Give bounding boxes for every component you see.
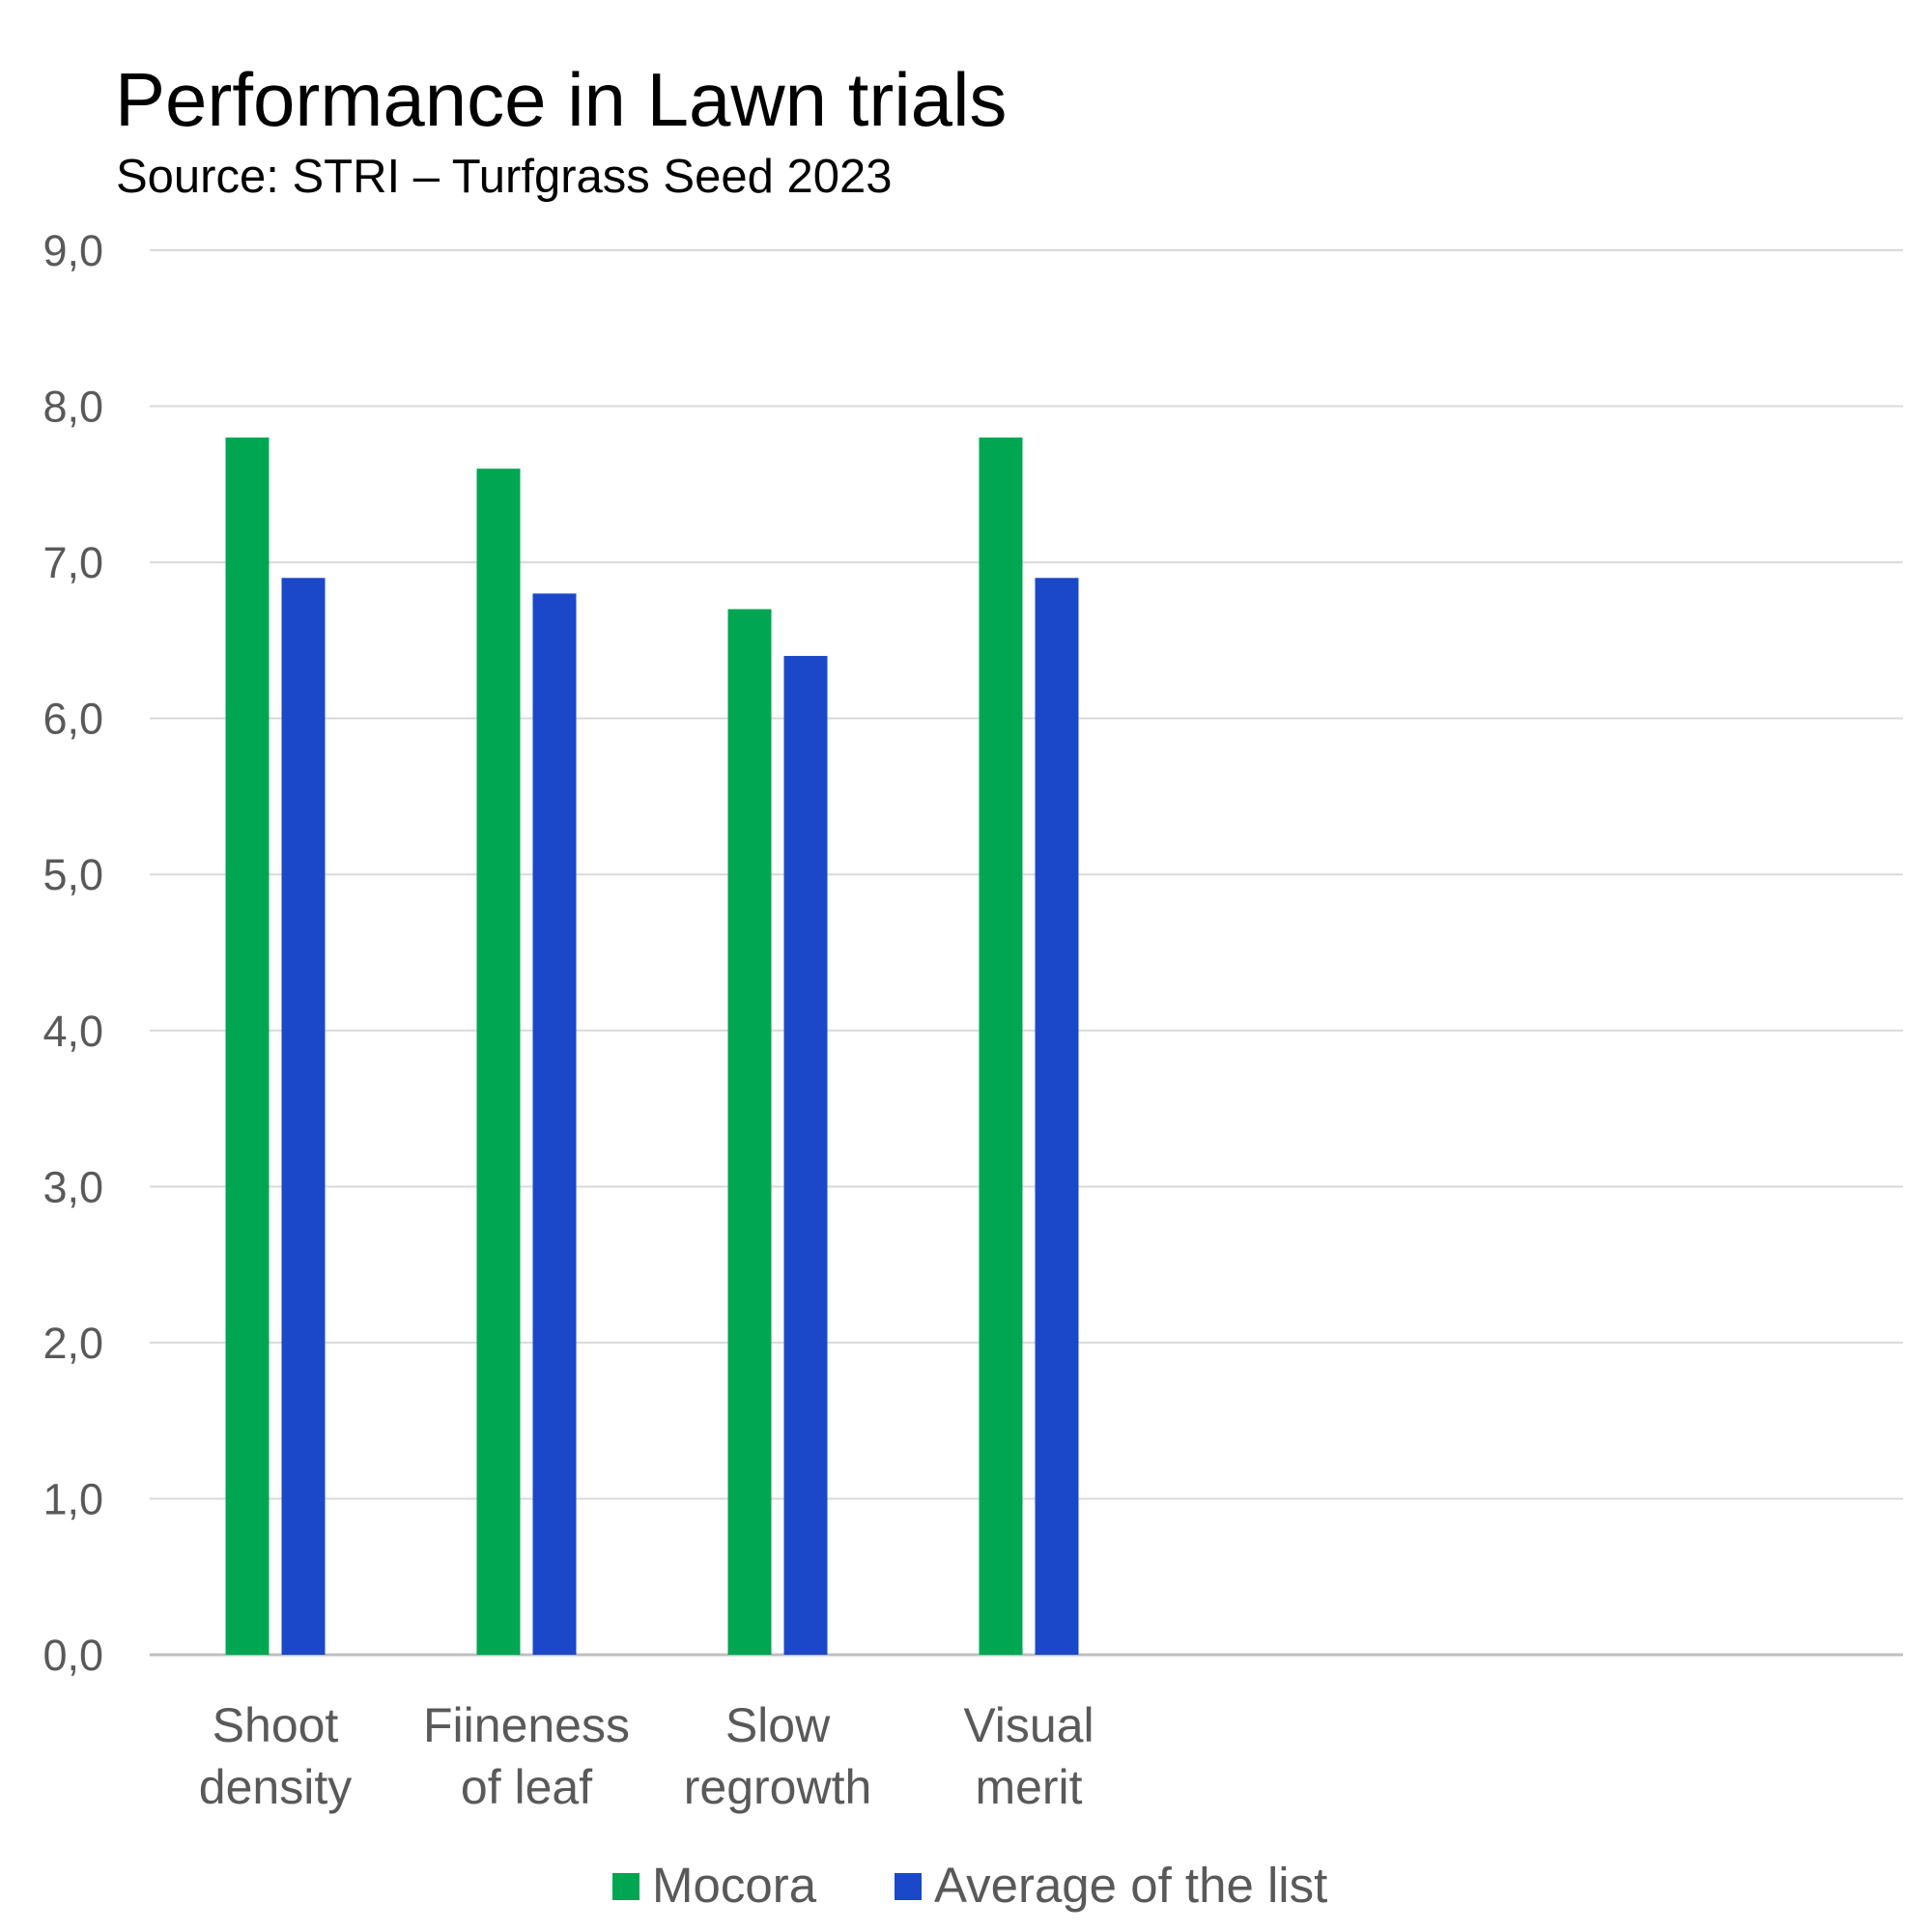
x-tick-label: Visual [963,1698,1094,1752]
y-tick-label: 8,0 [43,383,103,432]
chart-subtitle: Source: STRI – Turfgrass Seed 2023 [116,151,893,203]
bars [225,437,1079,1656]
legend-mocora-label: Mocora [652,1858,817,1913]
legend: Mocora Average of the list [612,1858,1327,1913]
x-tick-label: Fiineness [423,1698,630,1752]
y-axis: 0,0 1,0 2,0 3,0 4,0 5,0 6,0 7,0 8,0 9,0 [43,226,103,1680]
y-tick-label: 3,0 [43,1162,103,1211]
legend-average-label: Average of the list [934,1858,1327,1913]
legend-average-swatch [895,1873,922,1900]
bar-mocora-3 [979,437,1023,1655]
x-tick-label: merit [975,1760,1082,1814]
gridlines [150,249,1903,1657]
chart-title: Performance in Lawn trials [115,57,1008,142]
x-tick-label: Slow [725,1698,831,1752]
y-tick-label: 9,0 [43,226,103,275]
legend-mocora-swatch [612,1873,639,1900]
y-tick-label: 2,0 [43,1319,103,1368]
y-tick-label: 6,0 [43,695,103,744]
x-tick-label: regrowth [684,1760,872,1814]
bar-mocora-1 [476,469,521,1656]
y-tick-label: 7,0 [43,538,103,587]
y-tick-label: 1,0 [43,1474,103,1523]
bar-average-3 [1035,578,1079,1656]
y-tick-label: 0,0 [43,1631,103,1680]
y-tick-label: 5,0 [43,850,103,899]
y-tick-label: 4,0 [43,1007,103,1056]
bar-mocora-0 [225,437,270,1655]
x-tick-label: Shoot [213,1698,339,1752]
x-tick-label: density [199,1760,352,1814]
bar-average-0 [281,578,326,1656]
bar-mocora-2 [727,609,772,1655]
x-tick-label: of leaf [461,1760,592,1814]
x-axis: Shoot density Fiineness of leaf Slow regrowth… [199,1698,1094,1814]
bar-average-2 [783,656,828,1655]
bar-average-1 [532,593,577,1655]
